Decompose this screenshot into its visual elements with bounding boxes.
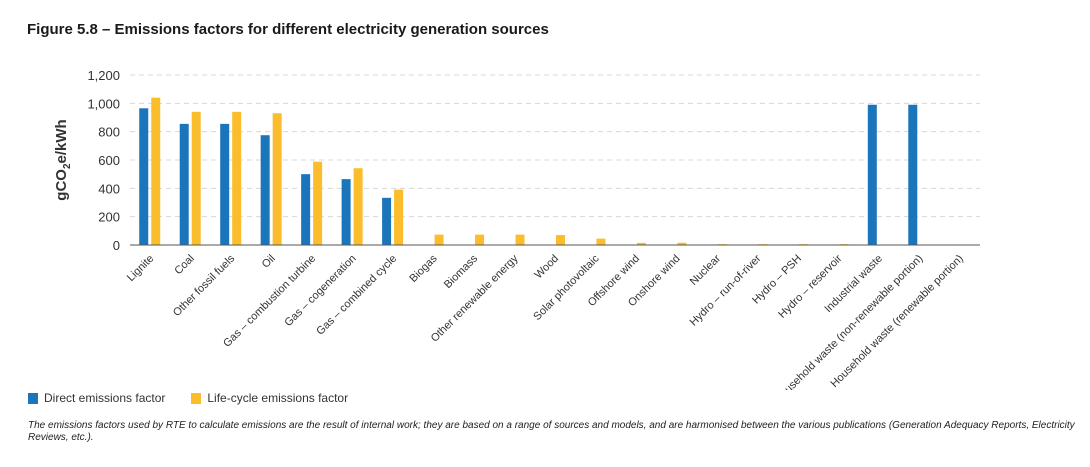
bar-lifecycle xyxy=(272,113,282,245)
bar-direct xyxy=(908,104,918,245)
y-tick-label: 200 xyxy=(98,210,120,225)
x-tick-label: Biogas xyxy=(407,252,440,285)
bar-direct xyxy=(341,179,351,245)
bar-direct xyxy=(382,197,392,245)
bar-lifecycle xyxy=(151,97,161,246)
legend-label: Direct emissions factor xyxy=(44,391,166,405)
bar-direct xyxy=(220,123,230,245)
bar-lifecycle xyxy=(394,189,404,245)
legend-item-lifecycle: Life-cycle emissions factor xyxy=(191,391,348,405)
bar-lifecycle xyxy=(313,161,323,245)
x-tick-label: Gas – combined cycle xyxy=(314,253,399,338)
legend-swatch xyxy=(28,392,38,404)
x-tick-label: Oil xyxy=(260,253,278,271)
x-tick-label: Nuclear xyxy=(688,252,724,288)
legend-swatch xyxy=(191,392,202,404)
bar-direct xyxy=(139,108,149,246)
bar-direct xyxy=(301,174,311,245)
legend-item-direct: Direct emissions factor xyxy=(28,391,165,405)
bar-lifecycle xyxy=(677,242,687,245)
bar-lifecycle xyxy=(596,238,606,245)
x-tick-label: Hydro – run-of-river xyxy=(688,252,764,328)
x-tick-label: Coal xyxy=(172,253,196,277)
legend: Direct emissions factor Life-cycle emiss… xyxy=(28,391,348,405)
bar-direct xyxy=(260,135,270,245)
x-tick-label: Biomass xyxy=(442,252,481,291)
chart-title: Figure 5.8 – Emissions factors for diffe… xyxy=(27,21,549,38)
y-tick-label: 1,200 xyxy=(87,68,120,83)
footnote: The emissions factors used by RTE to cal… xyxy=(28,420,1075,443)
x-tick-label: Lignite xyxy=(125,253,156,284)
bar-lifecycle xyxy=(434,234,444,245)
bar-lifecycle xyxy=(232,111,242,245)
bar-lifecycle xyxy=(191,111,201,245)
bar-lifecycle xyxy=(515,234,525,245)
y-tick-label: 400 xyxy=(98,181,120,196)
bar-direct xyxy=(867,104,877,245)
bar-lifecycle xyxy=(353,168,363,245)
bar-lifecycle xyxy=(636,242,646,245)
y-tick-label: 1,000 xyxy=(87,96,120,111)
x-tick-label: Wood xyxy=(532,253,561,282)
y-tick-label: 600 xyxy=(98,153,120,168)
y-tick-label: 800 xyxy=(98,125,120,140)
y-axis-label: gCO2e/kWh xyxy=(53,119,73,200)
bar-lifecycle xyxy=(556,235,565,245)
y-tick-label: 0 xyxy=(113,238,120,253)
x-tick-label: Gas – cogeneration xyxy=(282,253,358,329)
bar-chart: 0 200 400 600 800 1,000 1,200 gCO2e/kWh Lignite C… xyxy=(53,68,980,390)
bar-lifecycle xyxy=(475,234,485,245)
bar-direct xyxy=(179,123,189,245)
legend-label: Life-cycle emissions factor xyxy=(207,391,349,405)
